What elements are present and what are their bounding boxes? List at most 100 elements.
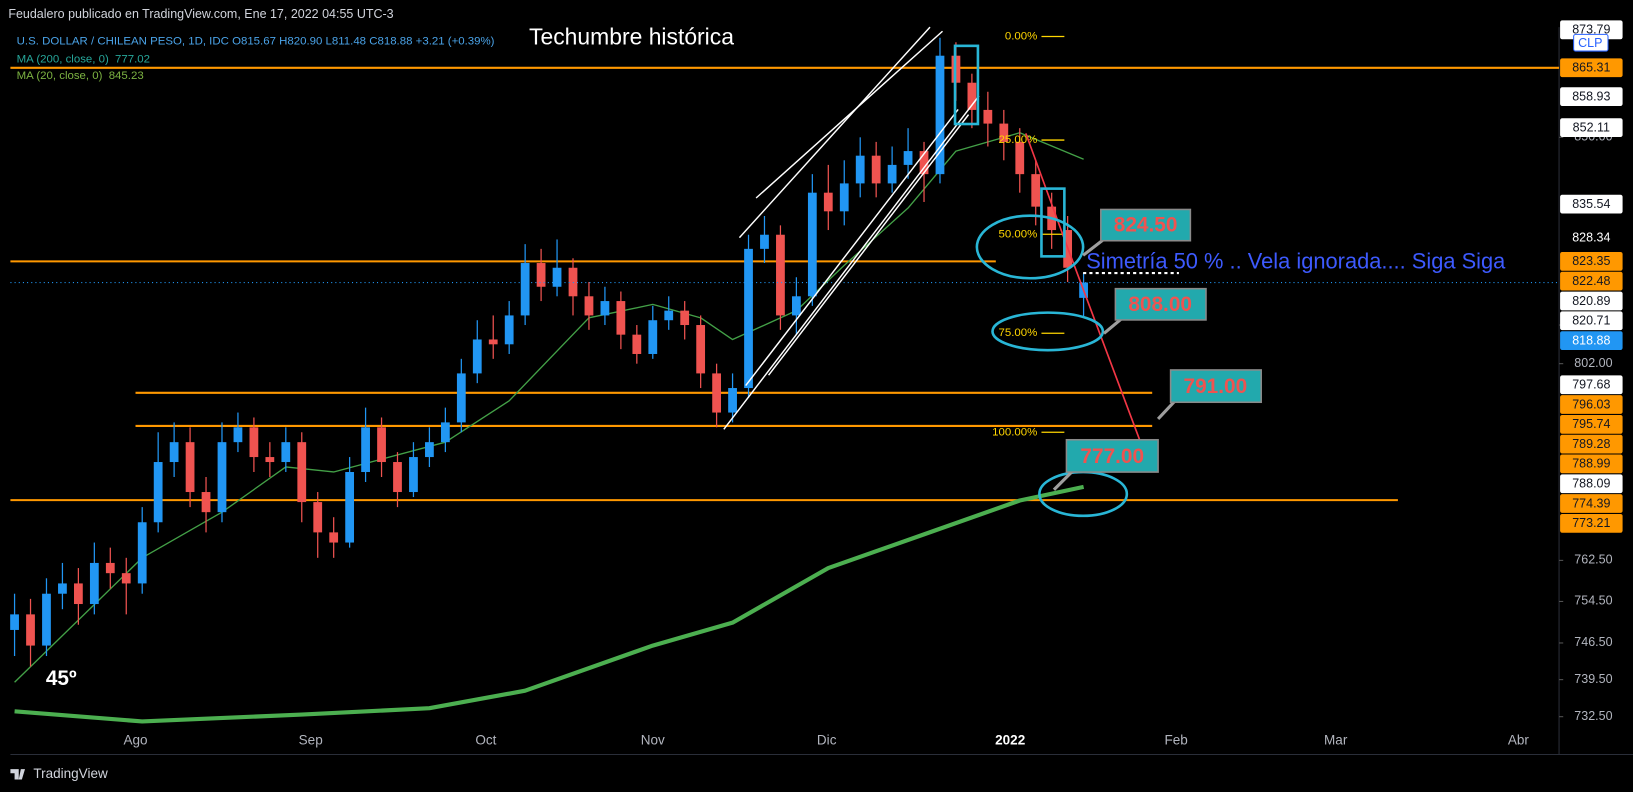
ohlc-value: C818.88 [369, 36, 412, 48]
callout-box [1169, 369, 1262, 404]
fib-label: 0.00% [1005, 30, 1037, 42]
price-label: 873.79 [1572, 23, 1610, 37]
candle-body [696, 325, 706, 374]
candle-body [520, 263, 530, 316]
x-tick-label: Mar [1324, 733, 1348, 748]
candle-body [153, 462, 163, 523]
price-label: 823.35 [1572, 254, 1610, 268]
candle-body [552, 267, 562, 287]
currency: CLP [1578, 36, 1602, 50]
price-label-box [1560, 454, 1623, 474]
ohlc-value: L811.48 [326, 36, 366, 48]
candle-body [919, 151, 929, 175]
price-label: 865.31 [1572, 61, 1610, 75]
x-tick-label: Dic [817, 733, 837, 748]
candle-body [137, 522, 147, 584]
symbol-name: U.S. DOLLAR / CHILEAN PESO, 1D, IDC [17, 36, 229, 48]
price-label: 822.48 [1572, 274, 1610, 288]
x-tick-label: Nov [641, 733, 665, 748]
candle-body [680, 310, 690, 326]
candle-body [73, 583, 83, 605]
candle-body [712, 373, 721, 413]
ma-name: MA (200, close, 0) [17, 53, 109, 65]
x-tick-label: Oct [475, 733, 496, 748]
price-label: 796.03 [1572, 397, 1610, 411]
price-label-box [1560, 414, 1623, 434]
ohlc-value: H820.90 [279, 36, 322, 48]
price-label: 852.11 [1573, 120, 1610, 134]
channel-line [755, 30, 944, 199]
candle-body [89, 562, 99, 605]
candle-body [10, 614, 19, 630]
ma-name: MA (20, close, 0) [17, 70, 103, 82]
price-label: 820.71 [1572, 314, 1610, 328]
price-label-box [1560, 513, 1623, 533]
price-label: 788.09 [1572, 477, 1610, 491]
annotation-title: Techumbre histórica [529, 24, 734, 50]
y-tick-label: 754.50 [1574, 594, 1612, 608]
candle-body [871, 155, 881, 184]
candle-body [297, 442, 307, 503]
price-label-box [1560, 87, 1623, 106]
candle-body [42, 593, 51, 646]
candle-body [313, 502, 323, 533]
symbol-legend: U.S. DOLLAR / CHILEAN PESO, 1D, IDC O815… [17, 36, 495, 48]
price-label: 773.21 [1572, 516, 1610, 530]
candle-body [504, 315, 514, 345]
price-axis: AgoSepOctNovDic2022FebMarAbr850.00810.00… [123, 20, 1623, 748]
x-tick-label: Feb [1164, 733, 1187, 748]
y-tick-label: 802.00 [1574, 356, 1612, 370]
candle-body [472, 339, 482, 374]
callout-label: 791.00 [1184, 375, 1248, 398]
price-label-box [1560, 375, 1623, 395]
candle-body [999, 123, 1009, 142]
y-tick-label: 739.50 [1574, 672, 1612, 686]
price-label: 795.74 [1572, 417, 1610, 431]
price-label-box [1560, 58, 1623, 78]
candle-body [536, 263, 546, 287]
candle-body [807, 192, 817, 297]
price-label: 858.93 [1572, 89, 1610, 103]
candle-body [456, 373, 466, 423]
callout-label: 777.00 [1080, 445, 1144, 468]
candle-body [185, 442, 195, 493]
price-label: 774.39 [1572, 496, 1610, 510]
legend: U.S. DOLLAR / CHILEAN PESO, 1D, IDC O815… [17, 36, 495, 82]
candle-body [584, 296, 594, 316]
ma-legend: MA (200, close, 0) 777.02 [17, 53, 150, 65]
footer: TradingView [10, 766, 108, 781]
candle-body [409, 457, 418, 493]
candle-body [568, 267, 578, 297]
highlight-ellipse [991, 311, 1105, 352]
candle-body [760, 234, 769, 249]
candle-body [425, 442, 434, 458]
candle-body [632, 334, 642, 354]
annotations: 824.50 808.00 791.00 777.00 Techumbre hi… [46, 24, 1506, 690]
callout-label: 808.00 [1128, 293, 1192, 316]
candle-body [600, 301, 610, 316]
fib-label: 25.00% [999, 134, 1038, 146]
channel-line [738, 26, 931, 239]
ma-value: 777.02 [115, 53, 150, 65]
price-label: 828.34 [1572, 231, 1610, 245]
callout-box [1065, 438, 1159, 473]
callout-leader [1156, 400, 1176, 420]
candle-body [201, 492, 211, 513]
ma-value: 845.23 [109, 70, 144, 82]
price-label-box [1560, 395, 1623, 414]
candle-body [776, 234, 785, 316]
price-label-box [1560, 251, 1623, 271]
x-tick-label: Sep [299, 733, 323, 748]
annotation-note: Simetría 50 % .. Vela ignorada.... Siga … [1086, 248, 1506, 273]
candle-body [839, 183, 849, 212]
ohlc-value: O815.67 [232, 36, 276, 48]
price-label-box [1560, 331, 1623, 350]
candle-body [855, 155, 865, 184]
candle-body [329, 532, 339, 543]
price-label: 818.88 [1572, 333, 1610, 347]
x-tick-label: Ago [123, 733, 147, 748]
candle-body [648, 320, 658, 354]
candle-body [935, 55, 945, 175]
callout-label: 824.50 [1114, 214, 1178, 237]
